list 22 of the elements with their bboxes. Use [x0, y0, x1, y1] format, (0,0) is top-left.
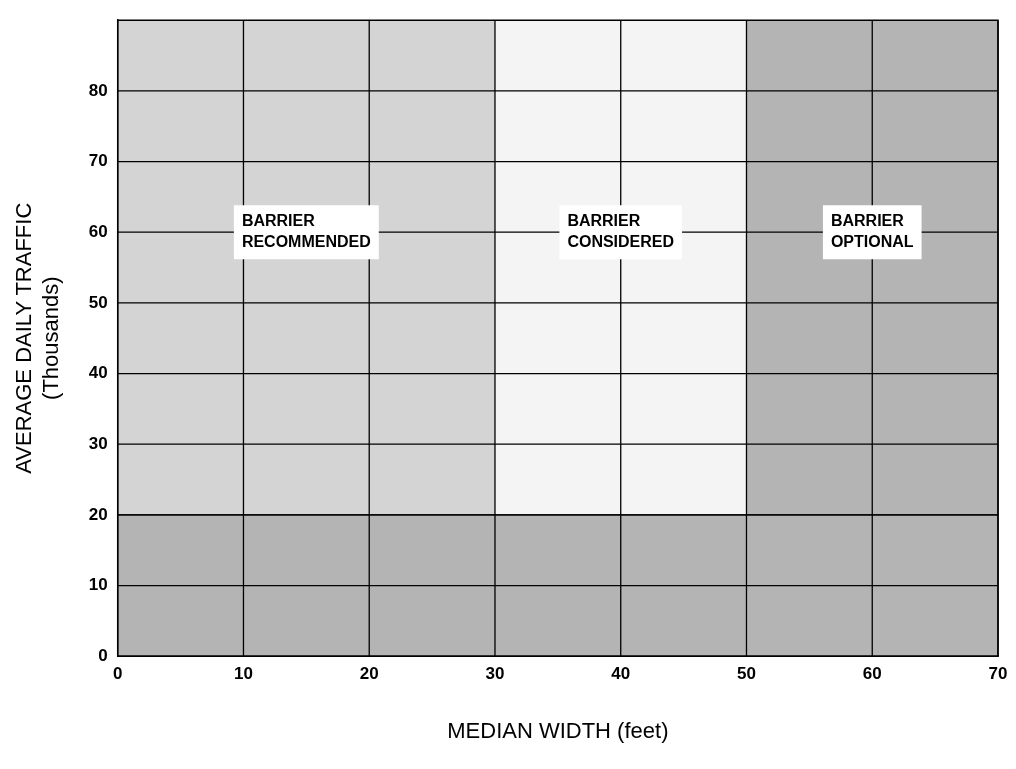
y-axis-title: AVERAGE DAILY TRAFFIC (Thousands)	[11, 202, 63, 474]
y-tick-label: 80	[88, 80, 108, 100]
x-tick-label: 40	[611, 664, 631, 684]
x-tick-label: 30	[485, 664, 505, 684]
y-tick-label: 60	[88, 221, 108, 241]
y-tick-label: 20	[88, 504, 108, 524]
x-tick-label: 10	[234, 664, 253, 684]
y-tick-label: 0	[98, 645, 108, 665]
y-tick-label: 40	[88, 363, 108, 383]
x-tick-label: 0	[112, 664, 123, 684]
series-label: BARRIER OPTIONAL	[830, 212, 914, 251]
x-tick-label: 70	[988, 664, 1008, 684]
series-label: BARRIER RECOMMENDED	[241, 212, 371, 251]
x-axis-title: MEDIAN WIDTH (feet)	[447, 717, 669, 743]
series-label: BARRIER CONSIDERED	[567, 212, 675, 251]
x-tick-label: 50	[737, 664, 756, 684]
x-tick-label: 60	[862, 664, 882, 684]
y-tick-label: 50	[88, 292, 108, 312]
y-tick-label: 30	[88, 433, 108, 453]
y-tick-label: 10	[88, 575, 108, 595]
x-tick-label: 20	[359, 664, 379, 684]
y-tick-label: 70	[88, 151, 108, 171]
